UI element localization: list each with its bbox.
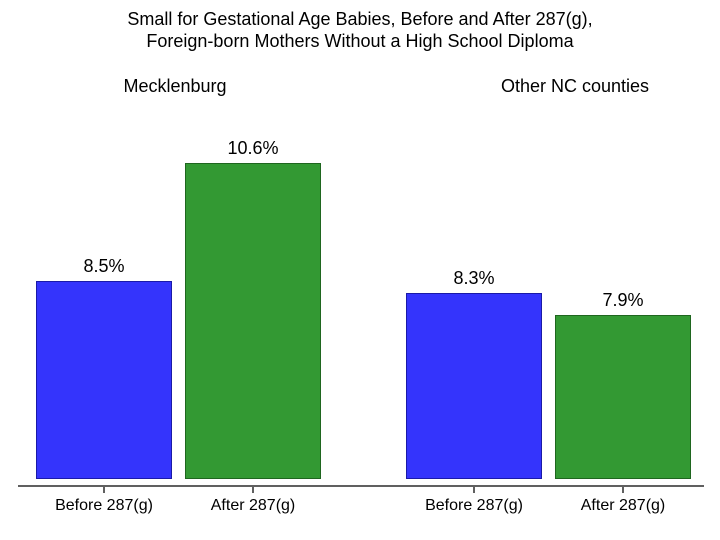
bar-3 (555, 315, 691, 479)
x-axis-tick-label-1: After 287(g) (210, 497, 296, 514)
bar-value-label-1: 10.6% (227, 138, 279, 158)
bar-2 (406, 293, 542, 479)
x-axis-tick-label-2: Before 287(g) (425, 497, 523, 514)
bar-1 (185, 163, 321, 479)
chart-title-line-1: Small for Gestational Age Babies, Before… (127, 9, 593, 29)
x-axis-tick-1 (252, 487, 254, 493)
chart-title-line-2: Foreign-born Mothers Without a High Scho… (146, 31, 574, 51)
chart-title: Small for Gestational Age Babies, Before… (0, 8, 720, 52)
x-axis-tick-label-0: Before 287(g) (55, 497, 153, 514)
group-label-mecklenburg: Mecklenburg (123, 76, 227, 96)
x-axis-line (18, 485, 704, 487)
x-axis-tick-label-3: After 287(g) (580, 497, 666, 514)
bar-value-label-3: 7.9% (602, 290, 644, 310)
x-axis-tick-3 (622, 487, 624, 493)
bar-value-label-2: 8.3% (453, 268, 495, 288)
bar-value-label-0: 8.5% (83, 256, 125, 276)
bar-0 (36, 281, 172, 479)
group-label-other-nc-counties: Other NC counties (500, 76, 650, 96)
x-axis-tick-2 (473, 487, 475, 493)
x-axis-tick-0 (103, 487, 105, 493)
